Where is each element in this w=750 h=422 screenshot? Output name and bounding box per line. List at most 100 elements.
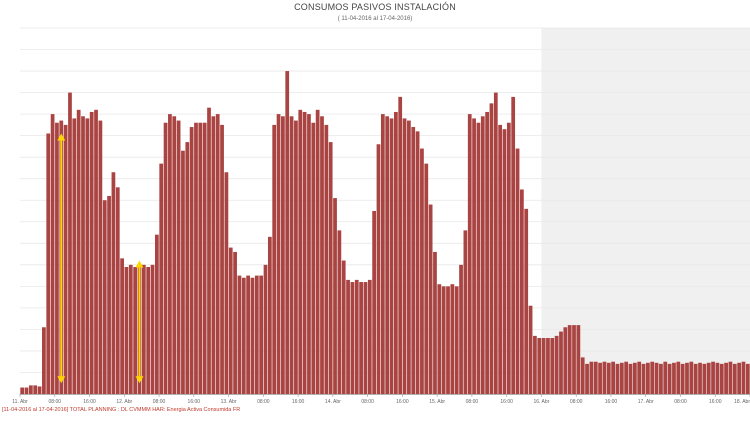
x-tick-label: 08:00 bbox=[466, 399, 479, 405]
bar bbox=[37, 386, 42, 394]
bar bbox=[537, 338, 542, 394]
bar bbox=[307, 114, 311, 394]
x-tick-label: 16:00 bbox=[83, 399, 96, 405]
bar bbox=[624, 361, 629, 394]
x-tick-label: 08:00 bbox=[570, 399, 583, 405]
bar bbox=[480, 116, 485, 394]
bar bbox=[150, 264, 155, 394]
bar bbox=[511, 96, 516, 395]
bar bbox=[693, 363, 698, 394]
bar bbox=[346, 279, 350, 394]
bar bbox=[211, 116, 216, 394]
bar bbox=[46, 133, 51, 394]
bar bbox=[276, 114, 281, 394]
bar bbox=[50, 114, 55, 394]
bar bbox=[141, 264, 146, 394]
x-tick-label: 15. Abr bbox=[429, 399, 445, 405]
bar bbox=[559, 331, 563, 394]
x-tick-label: 16:00 bbox=[188, 399, 201, 405]
bar bbox=[33, 385, 38, 394]
bar bbox=[598, 362, 602, 394]
x-tick-label: 16:00 bbox=[396, 399, 409, 405]
bar bbox=[541, 338, 546, 394]
bar bbox=[272, 124, 277, 394]
bar bbox=[107, 195, 111, 394]
bar bbox=[724, 362, 728, 394]
bar bbox=[567, 325, 572, 394]
x-tick-label: 16:00 bbox=[292, 399, 305, 405]
bar bbox=[489, 103, 494, 395]
bar bbox=[606, 362, 611, 394]
bar bbox=[563, 327, 568, 394]
bar bbox=[202, 122, 207, 395]
bar bbox=[267, 236, 272, 394]
bar bbox=[420, 148, 424, 394]
bar bbox=[302, 111, 307, 394]
shaded-region bbox=[541, 28, 750, 394]
bar bbox=[506, 122, 511, 395]
bar bbox=[176, 120, 181, 394]
bar bbox=[493, 92, 498, 395]
x-tick-label: 18. Abr bbox=[734, 399, 750, 405]
bar bbox=[337, 230, 342, 394]
bar bbox=[659, 363, 663, 394]
bar bbox=[263, 264, 268, 394]
bar bbox=[128, 264, 133, 394]
bar bbox=[194, 122, 198, 395]
x-axis: 11. Abr 08:00 16:00 12. Abr 08:00 16:00 13. Ab… bbox=[12, 394, 750, 405]
bar bbox=[524, 208, 529, 394]
bar bbox=[315, 109, 320, 394]
bar bbox=[641, 363, 646, 394]
bar bbox=[485, 111, 489, 394]
bar bbox=[163, 122, 168, 395]
bar bbox=[372, 211, 377, 394]
bar bbox=[398, 96, 403, 395]
x-tick-label: 12. Abr bbox=[116, 399, 132, 405]
bar bbox=[593, 361, 598, 394]
bar bbox=[341, 260, 346, 394]
bar bbox=[676, 361, 681, 394]
bar bbox=[576, 325, 581, 394]
bar bbox=[637, 361, 642, 394]
bar bbox=[407, 120, 411, 394]
bar bbox=[502, 129, 507, 394]
bar bbox=[63, 124, 68, 394]
bar bbox=[585, 363, 589, 394]
bar bbox=[133, 266, 138, 394]
bar bbox=[450, 284, 455, 394]
bar bbox=[246, 275, 250, 394]
double-arrow bbox=[135, 260, 144, 384]
bar bbox=[237, 275, 242, 394]
bar bbox=[411, 127, 416, 395]
bar bbox=[376, 144, 381, 394]
bar bbox=[81, 116, 85, 394]
bar bbox=[294, 120, 298, 394]
bar bbox=[459, 264, 463, 394]
bar bbox=[233, 251, 237, 394]
bar bbox=[111, 172, 116, 394]
legend-footer: [11-04-2016 al 17-04-2016] TOTAL PLANNIN… bbox=[2, 407, 241, 413]
bar bbox=[350, 282, 355, 394]
bar bbox=[250, 277, 255, 394]
bar bbox=[298, 109, 303, 394]
bar bbox=[20, 387, 25, 394]
bar bbox=[715, 362, 720, 394]
bar bbox=[28, 385, 33, 394]
bar bbox=[85, 118, 90, 395]
bar bbox=[654, 362, 659, 394]
bar bbox=[367, 279, 372, 394]
bar bbox=[680, 363, 685, 394]
bar bbox=[611, 361, 615, 394]
bar bbox=[159, 163, 164, 394]
bar bbox=[698, 362, 702, 394]
bar bbox=[646, 362, 650, 394]
bar bbox=[94, 109, 98, 394]
x-tick-label: 16:00 bbox=[500, 399, 513, 405]
bar bbox=[728, 361, 733, 394]
bar bbox=[220, 124, 224, 394]
bar bbox=[324, 124, 329, 394]
bar bbox=[98, 120, 103, 394]
bar bbox=[528, 305, 533, 394]
bar bbox=[198, 122, 203, 395]
bar bbox=[424, 163, 429, 394]
